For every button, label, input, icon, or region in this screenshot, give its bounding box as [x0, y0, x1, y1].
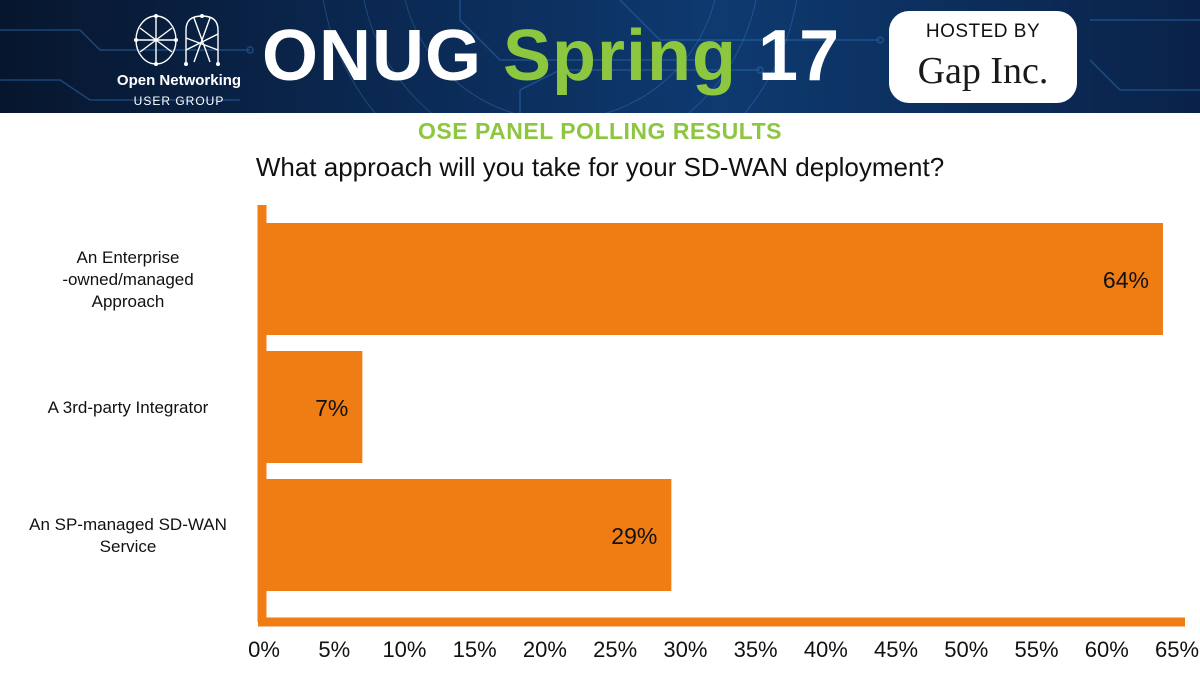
data-label-1: 64% [1103, 267, 1149, 293]
org-name: Open Networking [116, 72, 242, 89]
category-label-1-line-2: -owned/managed [62, 270, 193, 289]
category-label-1-line-1: An Enterprise [77, 248, 180, 267]
host-badge: HOSTED BY Gap Inc. [889, 11, 1077, 103]
bars-group: 64% 7% 29% [264, 223, 1163, 591]
x-tick-label-4: 20% [523, 637, 567, 662]
category-labels-group: An Enterprise -owned/managed Approach A 3rd… [29, 248, 227, 556]
x-tick-label-11: 55% [1015, 637, 1059, 662]
category-label-3-line-1: An SP-managed SD-WAN [29, 515, 227, 534]
x-tick-label-2: 10% [382, 637, 426, 662]
onug-logo: Open Networking USER GROUP [104, 8, 254, 108]
event-title: ONUG Spring 17 [262, 6, 840, 106]
header-banner: Open Networking USER GROUP ONUG Spring 1… [0, 0, 1200, 113]
x-tick-label-9: 45% [874, 637, 918, 662]
x-tick-label-5: 25% [593, 637, 637, 662]
category-label-2-line-1: A 3rd-party Integrator [48, 398, 209, 417]
x-tick-label-3: 15% [453, 637, 497, 662]
poll-heading: OSE PANEL POLLING RESULTS [418, 118, 782, 144]
category-label-3-line-2: Service [100, 537, 157, 556]
bar-2 [264, 351, 363, 463]
host-label: HOSTED BY [925, 21, 1041, 42]
data-label-2: 7% [315, 395, 348, 421]
host-name: Gap Inc. [917, 50, 1049, 92]
poll-question: What approach will you take for your SD-… [255, 152, 945, 182]
x-tick-label-6: 30% [663, 637, 707, 662]
x-tick-label-13: 65% [1155, 637, 1199, 662]
onug-network-mark-icon [134, 14, 220, 66]
x-tick-label-7: 35% [734, 637, 778, 662]
x-tick-label-1: 5% [318, 637, 350, 662]
bar-1 [264, 223, 1163, 335]
org-subtitle: USER GROUP [133, 94, 225, 108]
event-year: 17 [758, 16, 841, 96]
poll-results-chart: 64% 7% 29% An Enterprise -owned/managed Appr… [29, 205, 1199, 662]
x-tick-label-0: 0% [248, 637, 280, 662]
event-season: Spring [503, 16, 738, 96]
x-tick-labels-group: 0% 5% 10% 15% 20% 25% 30% 35% 40% 45% 50% 55% 60% 65% [248, 637, 1199, 662]
x-tick-label-8: 40% [804, 637, 848, 662]
event-name: ONUG [262, 16, 482, 96]
bar-3 [264, 479, 672, 591]
x-tick-label-12: 60% [1085, 637, 1129, 662]
circuit-lines-decoration [0, 0, 1200, 113]
category-label-1-line-3: Approach [92, 292, 165, 311]
data-label-3: 29% [611, 523, 657, 549]
x-tick-label-10: 50% [944, 637, 988, 662]
